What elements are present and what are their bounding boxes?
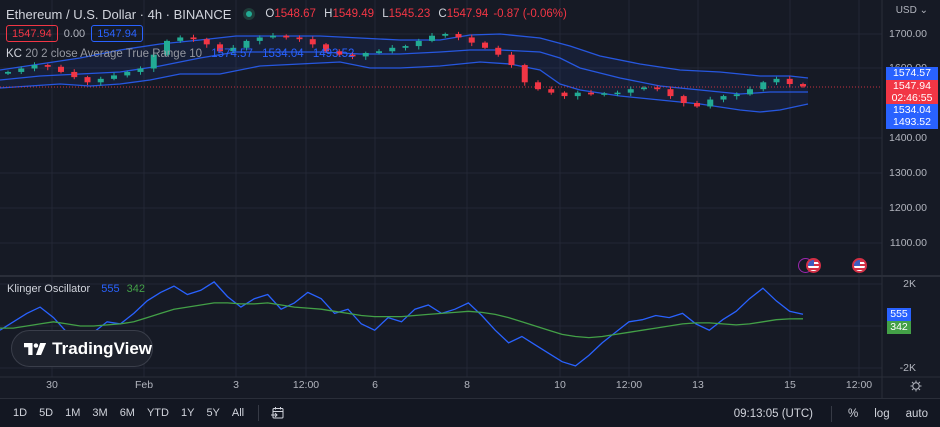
grid-lines <box>0 0 882 377</box>
toolbar-divider <box>831 405 833 422</box>
kc-basis-value: 1534.04 <box>262 48 304 60</box>
bottom-toolbar: 1D 5D 1M 3M 6M YTD 1Y 5Y All 09:13:05 (U… <box>0 398 940 427</box>
open-label: O <box>265 8 275 20</box>
range-1m-button[interactable]: 1M <box>65 407 81 419</box>
klinger-oscillator-line <box>0 281 804 367</box>
range-1d-button[interactable]: 1D <box>13 407 28 419</box>
kc-channel-fill <box>0 34 808 112</box>
utc-clock[interactable]: 09:13:05 (UTC) <box>733 407 814 420</box>
bar-countdown: 02:46:55 <box>891 92 933 104</box>
range-1y-button[interactable]: 1Y <box>180 407 195 419</box>
last-price-value: 1547.94 <box>893 80 931 92</box>
low-value: 1545.23 <box>388 8 431 20</box>
kc-lower-value: 1493.52 <box>312 48 355 60</box>
time-tick: 8 <box>464 379 470 391</box>
tradingview-wordmark: TradingView <box>52 338 152 358</box>
tradingview-logo[interactable]: TradingView <box>11 330 153 367</box>
goto-date-calendar-icon[interactable] <box>271 406 285 420</box>
price-tick: 1200.00 <box>889 202 927 214</box>
kc-upper-value: 1574.57 <box>211 48 253 60</box>
last-price-tag: 1547.94 02:46:55 <box>886 80 938 104</box>
price-tick: 1700.00 <box>889 28 927 40</box>
kc-upper-band <box>0 33 809 79</box>
currency-selector[interactable]: USD ⌄ <box>896 5 928 16</box>
kc-upper-price-tag: 1574.57 <box>886 67 938 80</box>
ohlc-values: O1548.67 H1549.49 L1545.23 C1547.94 <box>265 8 493 20</box>
kc-basis-line <box>0 49 808 95</box>
time-tick: 3 <box>233 379 239 391</box>
range-5y-button[interactable]: 5Y <box>206 407 220 419</box>
time-tick: 13 <box>692 379 704 391</box>
trade-buttons: 1547.94 0.00 1547.94 <box>6 25 143 42</box>
buy-button[interactable]: 1547.94 <box>91 25 143 42</box>
time-tick: 10 <box>554 379 566 391</box>
range-ytd-button[interactable]: YTD <box>146 407 169 419</box>
time-tick: 12:00 <box>615 379 643 391</box>
percent-scale-toggle[interactable]: % <box>848 407 859 420</box>
low-label: L <box>382 8 389 20</box>
sell-button[interactable]: 1547.94 <box>6 25 58 42</box>
time-tick: 30 <box>46 379 58 391</box>
auto-scale-toggle[interactable]: auto <box>905 407 928 420</box>
price-tick: 1100.00 <box>889 237 927 249</box>
time-tick: 12:00 <box>845 379 873 391</box>
chart-canvas[interactable] <box>0 0 940 398</box>
time-tick: 15 <box>784 379 796 391</box>
kc-lower-price-tag: 1493.52 <box>886 116 938 129</box>
kc-name: KC <box>6 48 22 60</box>
time-tick: 6 <box>372 379 378 391</box>
us-economic-event-icon[interactable] <box>806 258 821 273</box>
osc-tick-top: 2K <box>903 278 916 290</box>
klinger-signal-value: 342 <box>126 283 145 295</box>
close-label: C <box>438 8 447 20</box>
klinger-indicator-legend[interactable]: Klinger Oscillator 555 342 <box>7 283 145 295</box>
market-open-status-icon <box>243 8 256 20</box>
tradingview-logo-icon <box>24 342 47 355</box>
time-tick: Feb <box>134 379 154 391</box>
time-tick: 12:00 <box>292 379 320 391</box>
kc-indicator-legend[interactable]: KC 20 2 close Average True Range 10 1574… <box>6 48 354 60</box>
settings-gear-icon[interactable] <box>910 380 922 392</box>
price-tick: 1400.00 <box>889 132 927 144</box>
candlestick-series <box>5 31 806 109</box>
osc-tick-bottom: -2K <box>899 362 916 374</box>
high-label: H <box>324 8 333 20</box>
us-economic-event-icon[interactable] <box>852 258 867 273</box>
signal-value-tag: 342 <box>887 321 911 334</box>
price-change: -0.87 (-0.06%) <box>493 8 567 20</box>
right-toolbar: 09:13:05 (UTC) % log auto <box>734 399 940 427</box>
range-all-button[interactable]: All <box>231 407 245 419</box>
close-value: 1547.94 <box>446 8 489 20</box>
klinger-signal-line <box>0 302 804 339</box>
range-3m-button[interactable]: 3M <box>92 407 108 419</box>
open-value: 1548.67 <box>274 8 316 20</box>
log-scale-toggle[interactable]: log <box>874 407 890 420</box>
spread-value: 0.00 <box>63 27 86 40</box>
symbol-legend: Ethereum / U.S. Dollar · 4h · BINANCE O1… <box>6 5 567 23</box>
klinger-value-tag: 555 <box>887 308 911 321</box>
toolbar-divider <box>258 405 260 421</box>
klinger-name: Klinger Oscillator <box>7 283 91 295</box>
currency-label: USD <box>895 5 917 16</box>
symbol-title[interactable]: Ethereum / U.S. Dollar · 4h · BINANCE <box>6 6 232 22</box>
kc-params: 20 2 close Average True Range 10 <box>25 48 203 60</box>
kc-lower-band <box>0 61 809 113</box>
price-tick: 1300.00 <box>889 167 927 179</box>
kc-basis-price-tag: 1534.04 <box>886 104 938 116</box>
chevron-down-icon: ⌄ <box>919 5 928 16</box>
high-value: 1549.49 <box>332 8 375 20</box>
range-6m-button[interactable]: 6M <box>119 407 135 419</box>
range-5d-button[interactable]: 5D <box>39 407 54 419</box>
klinger-value: 555 <box>101 283 120 295</box>
